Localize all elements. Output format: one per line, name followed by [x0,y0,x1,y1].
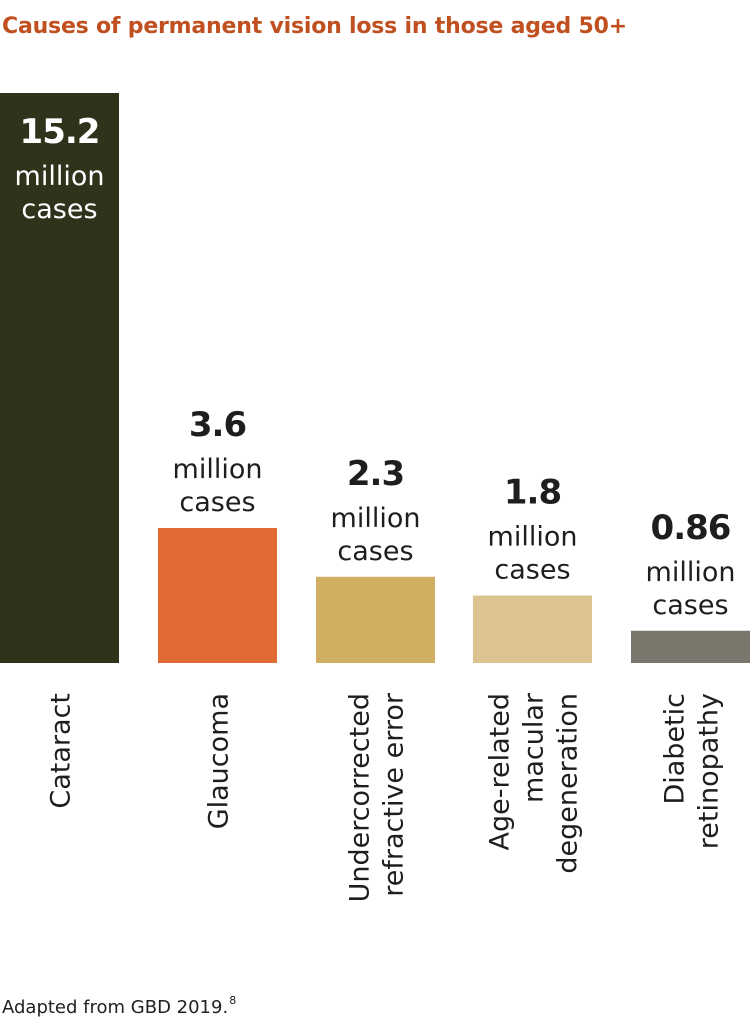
category-label-cataract: Cataract [46,693,77,809]
bar-cataract [0,93,119,663]
source-note-text: Adapted from GBD 2019. [2,997,229,1018]
value-unit-million: million [488,522,578,553]
bar-age-related-macular-degeneration [473,595,592,663]
value-unit-cases: cases [494,555,570,586]
value-unit-million: million [331,503,421,534]
chart-title: Causes of permanent vision loss in those… [2,14,627,39]
category-label-age-related-macular-degeneration: Age-related [485,693,516,850]
footnote-marker: 8 [229,994,237,1007]
category-label-undercorrected-refractive-error: refractive error [379,692,410,897]
category-label-glaucoma: Glaucoma [204,693,235,829]
value-label-diabetic-retinopathy: 0.86 [651,508,731,548]
value-unit-million: million [15,161,105,192]
bar-undercorrected-refractive-error [316,576,435,663]
bar-glaucoma [158,528,277,663]
value-label-undercorrected-refractive-error: 2.3 [347,454,404,494]
category-label-age-related-macular-degeneration: degeneration [553,693,584,874]
value-label-age-related-macular-degeneration: 1.8 [504,473,561,513]
value-unit-cases: cases [337,536,413,567]
value-label-cataract: 15.2 [20,112,100,152]
value-unit-million: million [173,454,263,485]
value-unit-cases: cases [652,590,728,621]
value-unit-cases: cases [179,487,255,518]
category-label-diabetic-retinopathy: Diabetic [660,693,691,805]
category-label-age-related-macular-degeneration: macular [519,692,550,803]
bar-diabetic-retinopathy [631,630,750,663]
category-label-diabetic-retinopathy: retinopathy [694,693,725,849]
source-note: Adapted from GBD 2019.8 [2,994,236,1018]
category-label-undercorrected-refractive-error: Undercorrected [345,693,376,902]
value-unit-million: million [646,557,736,588]
value-label-glaucoma: 3.6 [189,405,246,445]
value-unit-cases: cases [21,194,97,225]
